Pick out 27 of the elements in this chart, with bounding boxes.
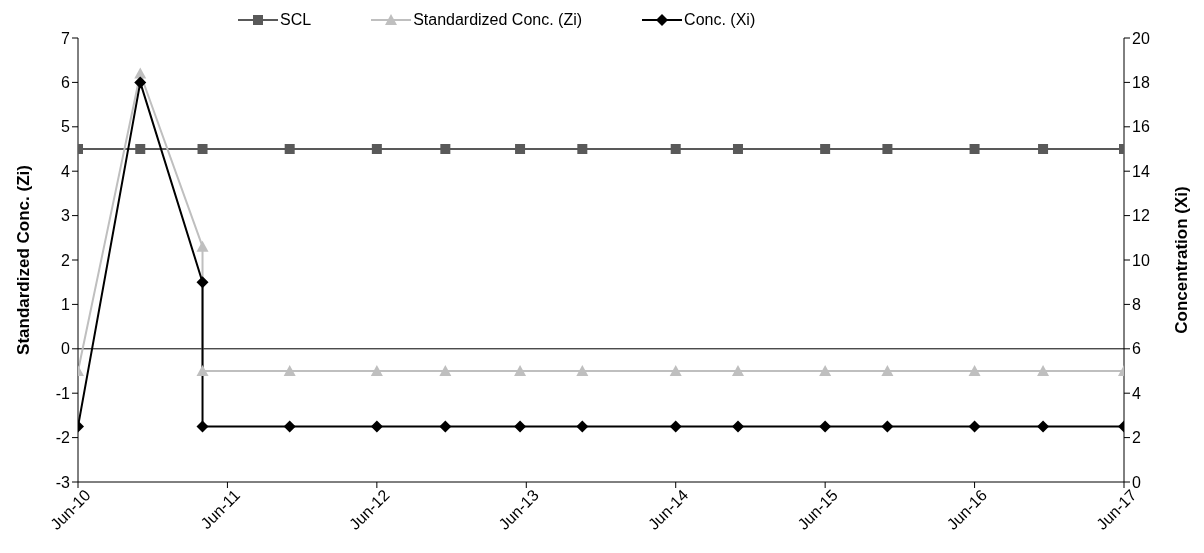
y-tick-label: 6 <box>61 73 71 91</box>
y-tick-label: 0 <box>61 340 71 358</box>
legend-label: Conc. (Xi) <box>684 11 756 29</box>
y2-tick-label: 0 <box>1132 473 1141 491</box>
y2-tick-label: 18 <box>1132 73 1150 91</box>
y2-tick-label: 8 <box>1132 295 1141 313</box>
y2-tick-label: 16 <box>1132 118 1150 136</box>
y2-axis-title: Concentration (Xi) <box>1172 186 1192 334</box>
y-tick-label: 2 <box>61 251 71 269</box>
legend-label: Standardized Conc. (Zi) <box>413 11 583 29</box>
y-tick-label: 5 <box>61 118 71 136</box>
y2-tick-label: 4 <box>1132 384 1141 402</box>
y-tick-label: -2 <box>55 429 71 447</box>
y2-tick-label: 6 <box>1132 340 1141 358</box>
y-tick-label: -1 <box>55 384 71 402</box>
y2-tick-label: 20 <box>1132 29 1150 47</box>
y-tick-label: 1 <box>61 295 71 313</box>
legend-label: SCL <box>280 11 312 29</box>
y2-tick-label: 10 <box>1132 251 1150 269</box>
y-tick-label: 4 <box>61 162 71 180</box>
y-tick-label: 7 <box>61 29 71 47</box>
y2-tick-label: 2 <box>1132 429 1141 447</box>
y2-tick-label: 14 <box>1132 162 1150 180</box>
y-tick-label: -3 <box>55 473 71 491</box>
y-tick-label: 3 <box>61 207 71 225</box>
y-axis-title: Standardized Conc. (Zi) <box>14 165 34 355</box>
y2-tick-label: 12 <box>1132 207 1150 225</box>
